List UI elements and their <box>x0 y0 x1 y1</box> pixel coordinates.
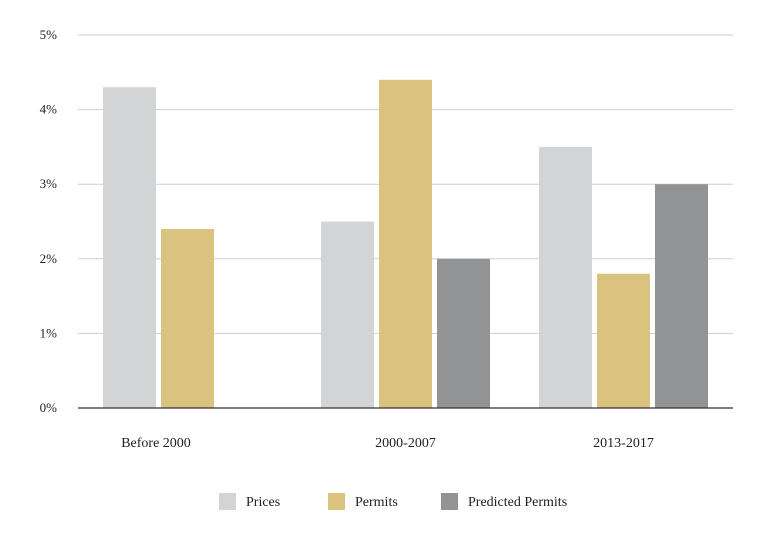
y-tick-label: 0% <box>40 400 58 415</box>
y-tick-label: 5% <box>40 27 58 42</box>
bar-permits-0 <box>161 228 214 408</box>
bar-permits-2 <box>597 273 650 408</box>
y-tick-label: 2% <box>40 251 58 266</box>
bar-prices-0 <box>103 87 156 408</box>
legend: Prices Permits Predicted Permits <box>219 493 567 510</box>
legend-swatch-permits <box>328 493 345 510</box>
bars-layer <box>103 79 708 408</box>
bar-predicted-permits-2 <box>655 184 708 408</box>
legend-label: Permits <box>355 495 398 510</box>
legend-swatch-prices <box>219 493 236 510</box>
legend-label: Predicted Permits <box>468 495 567 510</box>
axis-layer: 0% 1% 2% 3% 4% 5% Before 2000 2000-2007 2013-201… <box>40 27 733 451</box>
x-category-label: Before 2000 <box>121 436 191 451</box>
legend-swatch-predicted-permits <box>441 493 458 510</box>
x-category-label: 2000-2007 <box>375 436 436 451</box>
bar-prices-1 <box>321 221 374 408</box>
bar-predicted-permits-1 <box>437 258 490 408</box>
y-tick-label: 4% <box>40 102 58 117</box>
bar-permits-1 <box>379 79 432 408</box>
y-tick-label: 3% <box>40 176 58 191</box>
bar-prices-2 <box>539 146 592 408</box>
y-tick-label: 1% <box>40 325 58 340</box>
x-category-label: 2013-2017 <box>593 436 654 451</box>
legend-label: Prices <box>246 495 280 510</box>
